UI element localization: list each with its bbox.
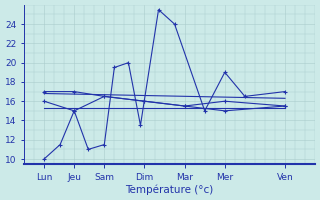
X-axis label: Température (°c): Température (°c) <box>125 185 214 195</box>
